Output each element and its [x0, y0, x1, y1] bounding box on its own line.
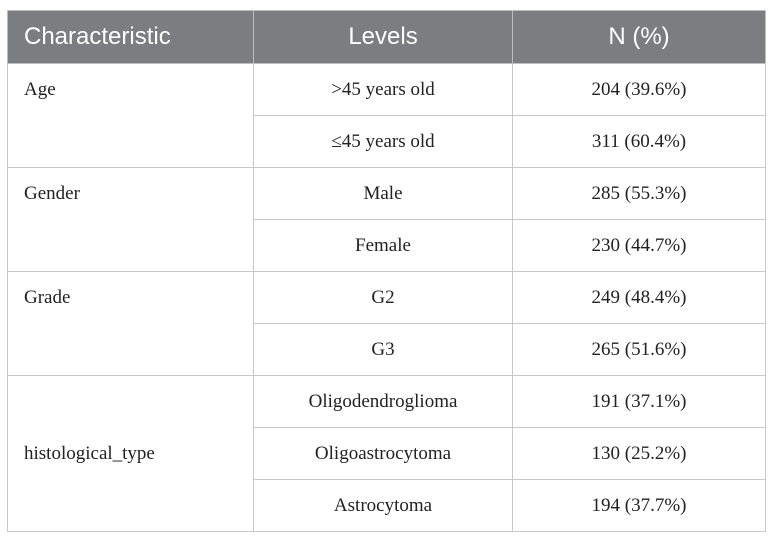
table-header: Characteristic Levels N (%)	[7, 10, 766, 64]
characteristic-gender: Gender	[7, 167, 254, 272]
level-cell: G3	[253, 323, 513, 376]
level-cell: Oligoastrocytoma	[253, 427, 513, 480]
table-row: Gender Male 285 (55.3%)	[7, 167, 766, 272]
level-cell: Female	[253, 219, 513, 272]
table-row: Oligoastrocytoma 130 (25.2%)	[8, 427, 766, 480]
level-cell: G2	[253, 271, 513, 324]
table-body: Age >45 years old 204 (39.6%) ≤45 years …	[7, 63, 766, 532]
n-percent-cell: 130 (25.2%)	[512, 427, 766, 480]
table-row: Female 230 (44.7%)	[8, 219, 766, 272]
table-row: ≤45 years old 311 (60.4%)	[8, 115, 766, 168]
level-cell: >45 years old	[253, 63, 513, 116]
n-percent-cell: 230 (44.7%)	[512, 219, 766, 272]
header-n-percent: N (%)	[512, 10, 766, 64]
header-levels: Levels	[253, 10, 513, 64]
level-cell: Oligodendroglioma	[253, 375, 513, 428]
n-percent-cell: 204 (39.6%)	[512, 63, 766, 116]
table-row: Astrocytoma 194 (37.7%)	[8, 479, 766, 532]
characteristics-table-container: Characteristic Levels N (%) Age >45 year…	[7, 10, 766, 532]
n-percent-cell: 249 (48.4%)	[512, 271, 766, 324]
n-percent-cell: 265 (51.6%)	[512, 323, 766, 376]
characteristic-grade: Grade	[7, 271, 254, 376]
characteristics-table: Characteristic Levels N (%) Age >45 year…	[7, 10, 766, 532]
n-percent-cell: 194 (37.7%)	[512, 479, 766, 532]
table-row: G3 265 (51.6%)	[8, 323, 766, 376]
characteristic-histological-type: histological_type	[7, 375, 254, 532]
header-row: Characteristic Levels N (%)	[7, 10, 766, 64]
header-characteristic: Characteristic	[7, 10, 254, 64]
table-row: histological_type Oligodendroglioma 191 …	[7, 375, 766, 532]
n-percent-cell: 191 (37.1%)	[512, 375, 766, 428]
table-row: Grade G2 249 (48.4%)	[7, 271, 766, 376]
level-cell: Male	[253, 167, 513, 220]
n-percent-cell: 285 (55.3%)	[512, 167, 766, 220]
characteristic-age: Age	[7, 63, 254, 168]
level-cell: ≤45 years old	[253, 115, 513, 168]
table-row: Age >45 years old 204 (39.6%)	[7, 63, 766, 168]
n-percent-cell: 311 (60.4%)	[512, 115, 766, 168]
level-cell: Astrocytoma	[253, 479, 513, 532]
